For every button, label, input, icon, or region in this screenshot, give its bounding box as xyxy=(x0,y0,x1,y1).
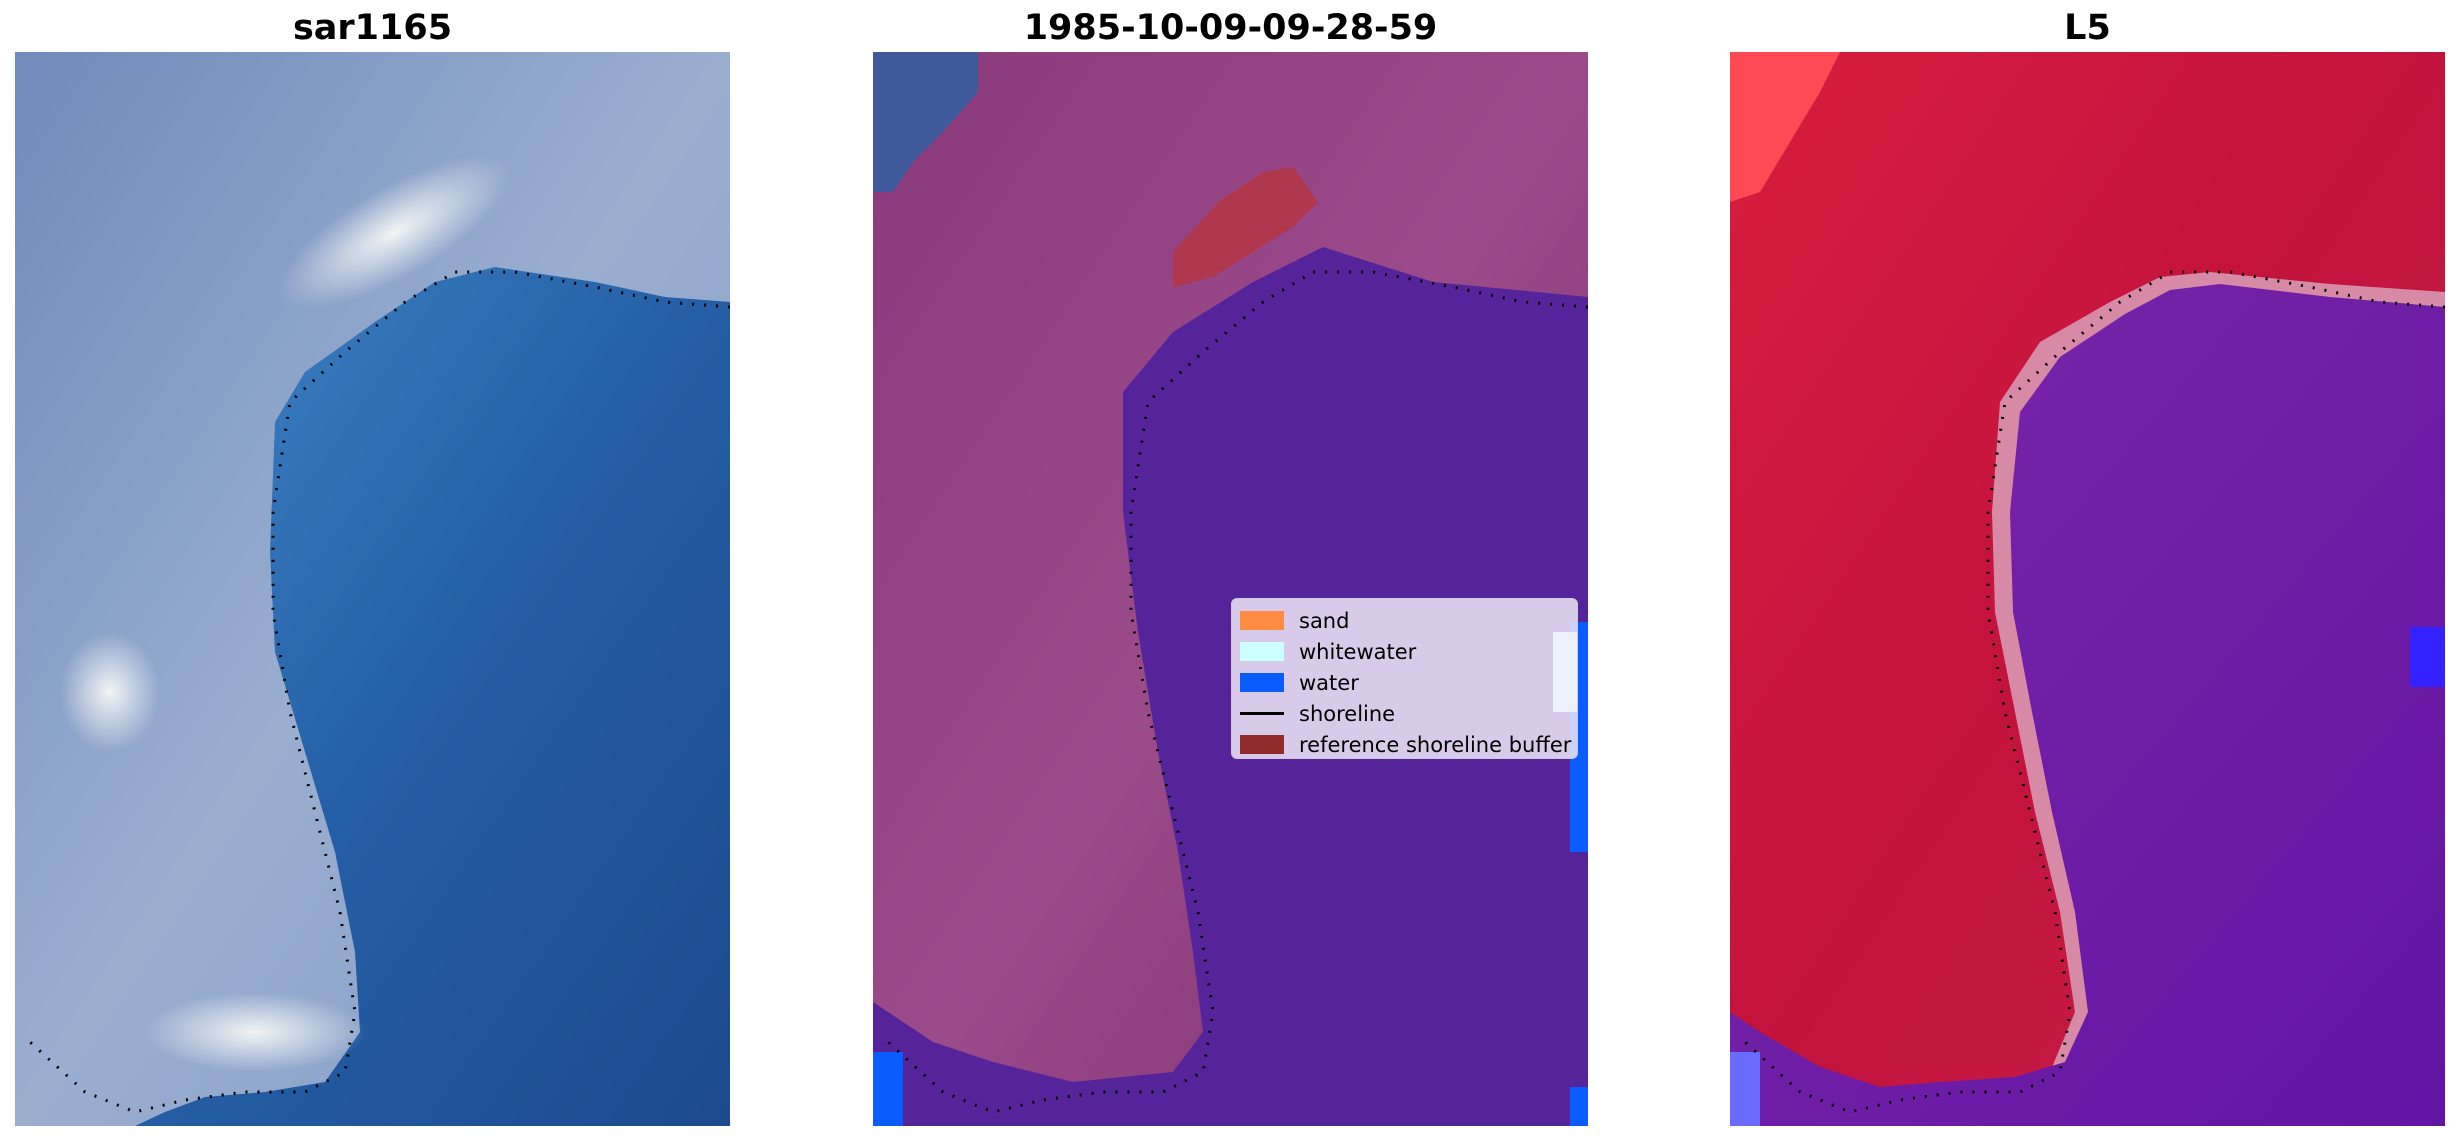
whitewater-swatch xyxy=(1240,642,1284,661)
rgb-satellite-image xyxy=(15,52,730,1126)
water-patch xyxy=(1570,1087,1588,1126)
index-image-svg xyxy=(1730,52,2445,1126)
water-index-area xyxy=(1730,284,2445,1126)
blue-patch xyxy=(2410,627,2445,687)
legend-item-reference-buffer: reference shoreline buffer xyxy=(1232,729,1577,760)
legend: sand whitewater water shoreline referenc… xyxy=(1231,598,1578,759)
high-index-corner xyxy=(1730,52,1840,202)
water-area xyxy=(135,267,730,1126)
panel-title-classified: 1985-10-09-09-28-59 xyxy=(1023,8,1438,48)
shoreline-line-swatch xyxy=(1240,712,1284,715)
water-patch xyxy=(873,1052,903,1126)
legend-label: reference shoreline buffer xyxy=(1299,732,1572,757)
panel-rgb: sar1165 xyxy=(15,0,730,1140)
reference-buffer-swatch xyxy=(1240,735,1284,754)
sand-swatch xyxy=(1240,611,1284,630)
water-index-image xyxy=(1730,52,2445,1126)
water-class-corner xyxy=(873,52,978,192)
water-swatch xyxy=(1240,673,1284,692)
rgb-image-svg xyxy=(15,52,730,1126)
bright-patch xyxy=(60,632,160,752)
legend-item-sand: sand xyxy=(1232,605,1577,636)
panel-title-index: L5 xyxy=(2064,8,2111,48)
panel-classified: 1985-10-09-09-28-59 xyxy=(873,0,1588,1140)
bright-patch xyxy=(145,992,365,1072)
panel-title-rgb: sar1165 xyxy=(292,8,453,48)
panel-index: L5 xyxy=(1730,0,2445,1140)
legend-item-water: water xyxy=(1232,667,1577,698)
legend-label: whitewater xyxy=(1299,639,1417,664)
legend-label: water xyxy=(1299,670,1359,695)
water-class-area xyxy=(873,247,1588,1126)
whitewater-patch xyxy=(280,156,510,308)
legend-label: shoreline xyxy=(1299,701,1396,726)
legend-item-whitewater: whitewater xyxy=(1232,636,1577,667)
classified-image-svg xyxy=(873,52,1588,1126)
legend-label: sand xyxy=(1299,608,1350,633)
legend-item-shoreline: shoreline xyxy=(1232,698,1577,729)
classified-image xyxy=(873,52,1588,1126)
blue-patch xyxy=(1730,1052,1760,1126)
reference-buffer-patch xyxy=(1173,167,1318,287)
